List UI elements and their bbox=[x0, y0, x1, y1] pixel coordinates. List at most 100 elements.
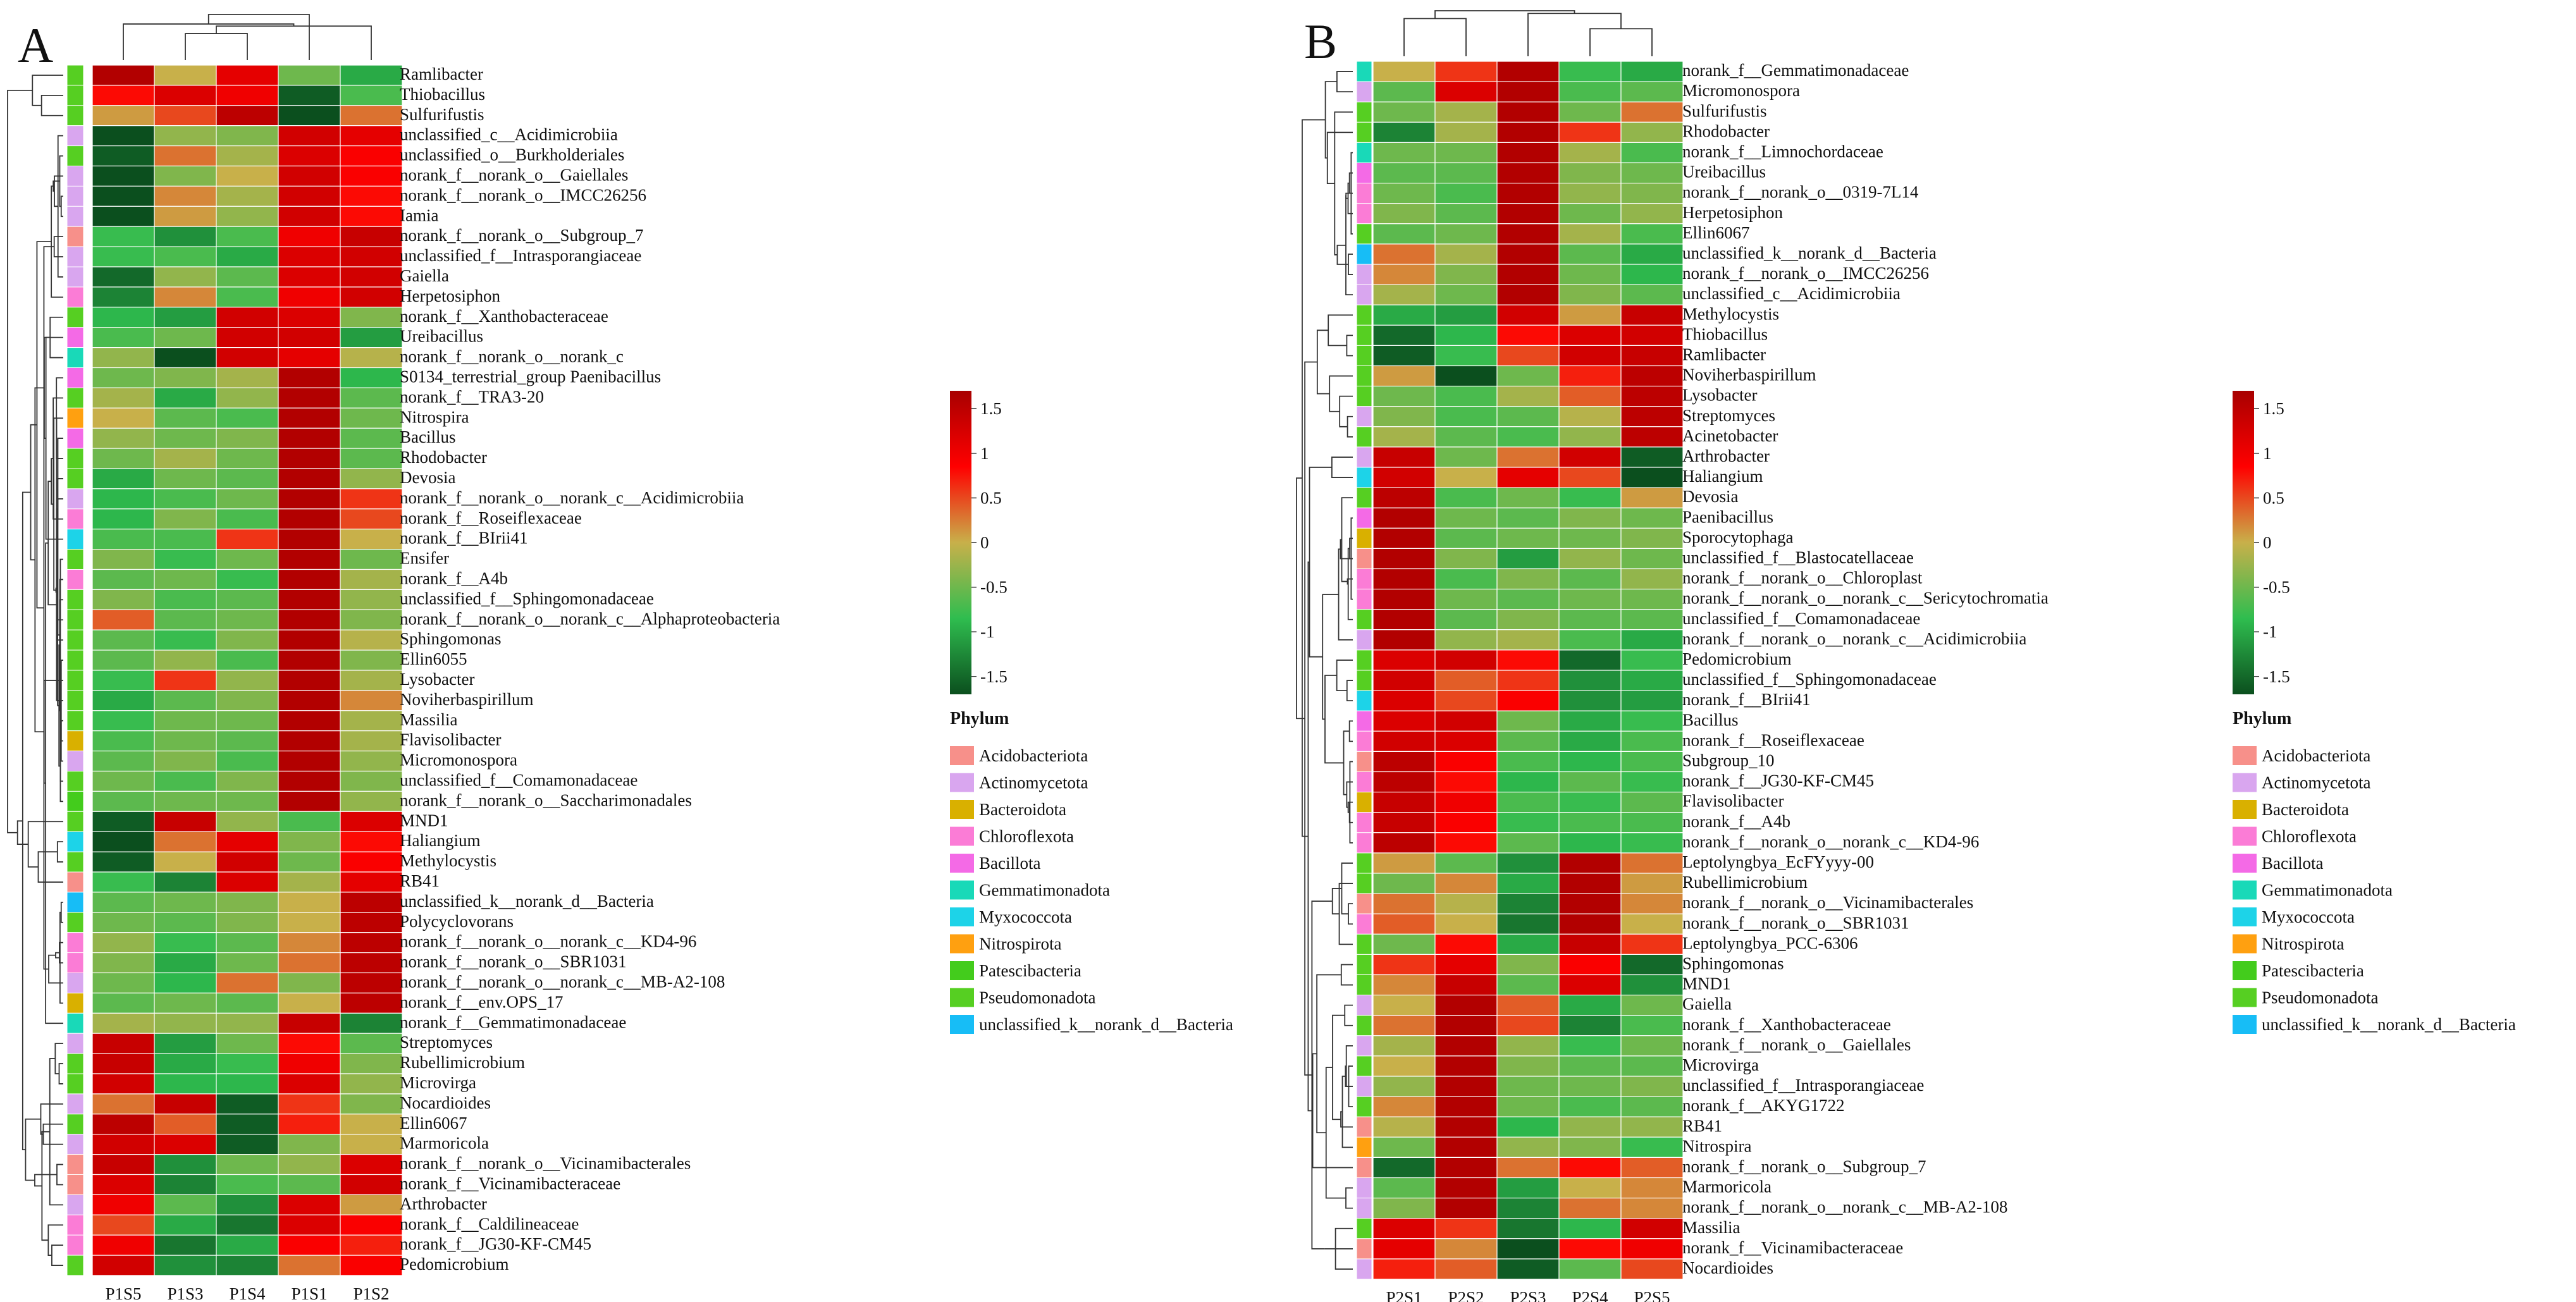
heatmap-cell bbox=[216, 64, 279, 86]
phylum-annotation-cell bbox=[1356, 974, 1372, 996]
phylum-annotation-cell bbox=[66, 1214, 84, 1236]
heatmap-cell bbox=[1434, 121, 1498, 144]
phylum-annotation-cell bbox=[66, 649, 84, 671]
row-label: unclassified_f__Sphingomonadaceae bbox=[1682, 670, 1937, 689]
heatmap-cell bbox=[1620, 324, 1684, 346]
heatmap-cell bbox=[1496, 385, 1560, 407]
heatmap-cell bbox=[1372, 1096, 1436, 1117]
heatmap-cell bbox=[278, 1033, 341, 1054]
heatmap-cell bbox=[340, 811, 403, 832]
phylum-annotation-cell bbox=[66, 347, 84, 368]
row-label: Flavisolibacter bbox=[400, 730, 501, 749]
colorbar-tick-label: -1.5 bbox=[980, 667, 1008, 686]
phylum-annotation-cell bbox=[1356, 913, 1372, 935]
heatmap-cell bbox=[92, 1073, 155, 1095]
row-label: Rhodobacter bbox=[1682, 121, 1770, 140]
phylum-annotation-cell bbox=[66, 973, 84, 993]
legend-swatch bbox=[950, 773, 974, 792]
heatmap-cell bbox=[1372, 142, 1436, 164]
heatmap-cell bbox=[1620, 487, 1684, 508]
phylum-annotation-cell bbox=[1356, 223, 1372, 245]
heatmap-cell bbox=[1434, 588, 1498, 610]
phylum-annotation-cell bbox=[66, 85, 84, 106]
dendrogram-branch bbox=[1434, 10, 1575, 19]
heatmap-cell bbox=[1372, 548, 1436, 570]
heatmap-cell bbox=[92, 327, 155, 348]
heatmap-cell bbox=[1558, 507, 1622, 529]
heatmap-cell bbox=[1496, 243, 1560, 265]
row-label: Sporocytophaga bbox=[1682, 527, 1793, 546]
heatmap-cell bbox=[1372, 629, 1436, 651]
heatmap-cell bbox=[1434, 284, 1498, 305]
phylum-annotation-cell bbox=[1356, 1035, 1372, 1057]
phylum-annotation-cell bbox=[1356, 589, 1372, 610]
phylum-annotation-cell bbox=[66, 811, 84, 832]
heatmap-cell bbox=[1496, 203, 1560, 224]
heatmap-cell bbox=[278, 125, 341, 147]
heatmap-cell bbox=[340, 1093, 403, 1115]
dendrogram-branch bbox=[1348, 801, 1353, 823]
heatmap-cell bbox=[1496, 933, 1560, 955]
heatmap-cell bbox=[1496, 974, 1560, 996]
heatmap-cell bbox=[1372, 203, 1436, 224]
phylum-annotation-cell bbox=[66, 690, 84, 711]
column-label: P2S2 bbox=[1448, 1288, 1484, 1302]
heatmap-cell bbox=[92, 105, 155, 126]
heatmap-cell bbox=[154, 266, 217, 288]
heatmap-cell bbox=[92, 508, 155, 530]
column-dendrogram bbox=[123, 14, 372, 60]
heatmap-cell bbox=[1372, 223, 1436, 245]
heatmap-cell bbox=[1558, 1076, 1622, 1097]
heatmap-cell bbox=[1434, 61, 1498, 82]
phylum-annotation-cell bbox=[1356, 730, 1372, 752]
heatmap-cell bbox=[1620, 1076, 1684, 1097]
phylum-annotation-cell bbox=[1356, 792, 1372, 813]
phylum-annotation-cell bbox=[66, 790, 84, 812]
heatmap-cell bbox=[1496, 730, 1560, 752]
heatmap-cell bbox=[1372, 162, 1436, 184]
phylum-annotation-cell bbox=[66, 367, 84, 388]
heatmap-panel-b: Bnorank_f__GemmatimonadaceaeMicromonospo… bbox=[1296, 10, 2049, 1302]
heatmap-cell bbox=[1620, 183, 1684, 204]
heatmap-cell bbox=[92, 568, 155, 590]
phylum-annotation-cell bbox=[66, 185, 84, 207]
heatmap-cell bbox=[1496, 426, 1560, 448]
dendrogram-branch bbox=[1296, 477, 1305, 720]
legend-label: Pseudomonadota bbox=[2262, 988, 2378, 1007]
heatmap-cell bbox=[154, 670, 217, 691]
phylum-annotation-cell bbox=[1356, 1015, 1372, 1036]
heatmap-cell bbox=[1372, 467, 1436, 488]
row-label: norank_f__norank_o__norank_c__Acidimicro… bbox=[1682, 629, 2026, 648]
dendrogram-branch bbox=[16, 820, 28, 845]
row-label: norank_f__Gemmatimonadaceae bbox=[1682, 61, 1909, 80]
row-label: Microvirga bbox=[1682, 1055, 1759, 1074]
row-label: Marmoricola bbox=[400, 1134, 489, 1153]
heatmap-cell bbox=[340, 932, 403, 954]
row-label: norank_f__AKYG1722 bbox=[1682, 1096, 1844, 1115]
heatmap-cell bbox=[278, 730, 341, 752]
dendrogram-branch bbox=[48, 954, 63, 984]
dendrogram-branch bbox=[1304, 361, 1317, 1076]
phylum-annotation-cell bbox=[1356, 1076, 1372, 1097]
heatmap-cell bbox=[92, 1093, 155, 1115]
heatmap-cell bbox=[1620, 264, 1684, 285]
heatmap-cell bbox=[1558, 568, 1622, 590]
phylum-annotation-cell bbox=[1356, 548, 1372, 570]
phylum-annotation-cell bbox=[1356, 426, 1372, 448]
heatmap-cell bbox=[154, 246, 217, 267]
heatmap-cell bbox=[154, 568, 217, 590]
legend-label: Bacillota bbox=[2262, 854, 2323, 873]
heatmap-cell bbox=[1496, 609, 1560, 630]
heatmap-cell bbox=[1434, 81, 1498, 102]
heatmap-cell bbox=[92, 226, 155, 247]
heatmap-cell bbox=[216, 286, 279, 308]
heatmap-cell bbox=[1372, 730, 1436, 752]
heatmap-cell bbox=[92, 548, 155, 570]
heatmap-cell bbox=[1496, 264, 1560, 285]
dendrogram-branch bbox=[1589, 28, 1653, 56]
heatmap-cell bbox=[340, 892, 403, 913]
heatmap-cell bbox=[278, 347, 341, 369]
heatmap-cell bbox=[1558, 690, 1622, 711]
heatmap-cell bbox=[340, 1255, 403, 1276]
heatmap-cell bbox=[1558, 243, 1622, 265]
